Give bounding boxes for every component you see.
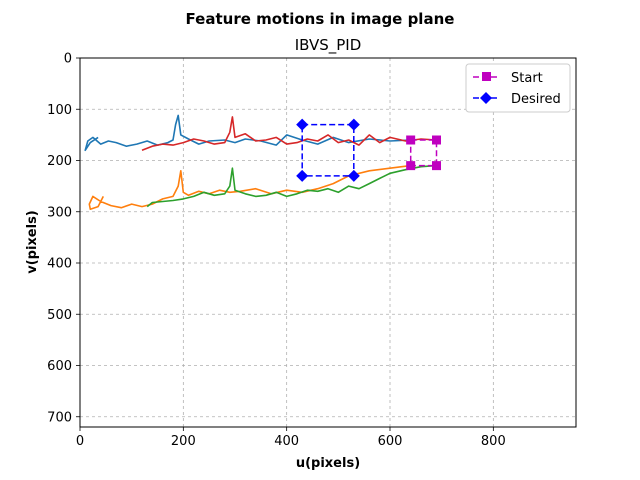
- start-marker: [432, 161, 441, 171]
- legend-desired-label: Desired: [511, 92, 561, 107]
- y-tick-label: 400: [47, 257, 72, 272]
- start-marker: [432, 135, 441, 145]
- chart-title: Feature motions in image plane: [186, 10, 455, 28]
- marker-layer: [296, 118, 441, 182]
- y-tick-label: 500: [47, 308, 72, 323]
- x-tick-label: 200: [171, 434, 196, 449]
- tick-layer: 0 200 400 600 800 0 100 200 300 400 500 600 700: [47, 52, 506, 450]
- legend-start-marker: [482, 72, 491, 81]
- legend-box: [465, 63, 571, 113]
- legend: Start Desired: [465, 63, 571, 113]
- x-tick-label: 400: [274, 434, 299, 449]
- trajectory-line-blue: [84, 114, 411, 152]
- desired-marker: [347, 169, 360, 182]
- x-tick-label: 0: [76, 434, 84, 449]
- trajectory-line-red: [141, 116, 437, 152]
- trajectory-line-orange: [88, 164, 411, 210]
- y-tick-label: 600: [47, 359, 72, 374]
- trajectory-line-green: [146, 164, 437, 208]
- axes-frame: [79, 57, 577, 428]
- y-tick-label: 300: [47, 205, 72, 220]
- axes-border: [79, 57, 577, 428]
- series-layer: [84, 114, 437, 210]
- desired-marker: [296, 118, 309, 131]
- chart-subtitle: IBVS_PID: [295, 36, 362, 55]
- x-tick-label: 600: [378, 434, 403, 449]
- start-outline: [409, 139, 438, 167]
- y-tick-label: 0: [64, 52, 72, 67]
- y-tick-label: 200: [47, 154, 72, 169]
- y-axis-label: v(pixels): [25, 210, 40, 274]
- plot-area: [80, 58, 576, 427]
- desired-marker: [296, 169, 309, 182]
- grid-lines: [79, 57, 576, 427]
- desired-marker: [347, 118, 360, 131]
- legend-desired-marker: [480, 92, 492, 104]
- plot-background: [80, 58, 576, 427]
- x-axis-label: u(pixels): [296, 456, 360, 471]
- x-tick-label: 800: [481, 434, 506, 449]
- y-tick-label: 700: [47, 410, 72, 425]
- start-marker: [406, 161, 416, 171]
- start-marker: [406, 135, 416, 145]
- y-tick-label: 100: [47, 103, 72, 118]
- legend-start-label: Start: [511, 71, 543, 86]
